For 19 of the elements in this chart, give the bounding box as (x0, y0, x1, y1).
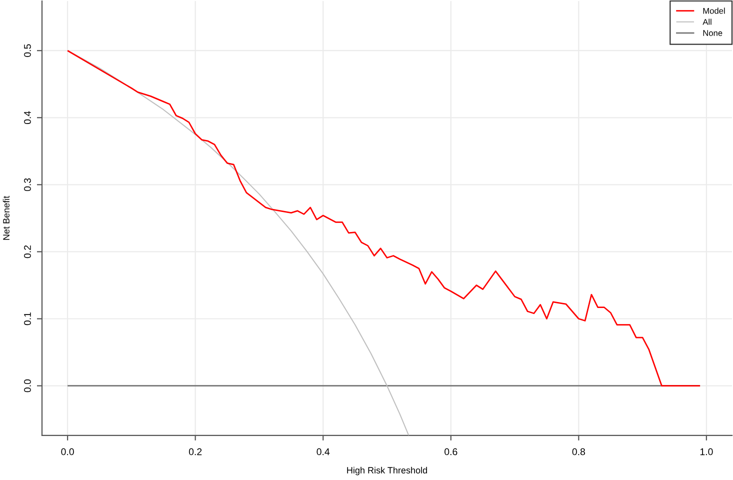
y-tick-label: 0.1 (24, 312, 31, 326)
line-series (67, 50, 410, 436)
x-tick-label: 0.4 (316, 448, 330, 456)
y-tick-label: 0.5 (24, 44, 31, 57)
x-tick-label: 0.0 (61, 448, 74, 456)
line-series (66, 50, 701, 386)
legend-label: All (702, 18, 712, 25)
legend-label: None (703, 30, 722, 36)
x-tick-label: 0.8 (572, 448, 585, 456)
y-axis-title: Net Benefit (2, 196, 10, 240)
y-tick-label: 0.3 (24, 178, 31, 192)
y-tick-label: 0.0 (24, 379, 31, 392)
x-tick-label: 0.2 (188, 448, 202, 456)
x-axis-title: High Risk Threshold (347, 466, 427, 476)
x-tick-label: 1.0 (700, 448, 713, 456)
legend-label: Model (703, 8, 725, 14)
y-tick-label: 0.2 (24, 245, 31, 258)
x-tick-label: 0.6 (444, 448, 458, 456)
y-tick-label: 0.4 (24, 111, 31, 124)
